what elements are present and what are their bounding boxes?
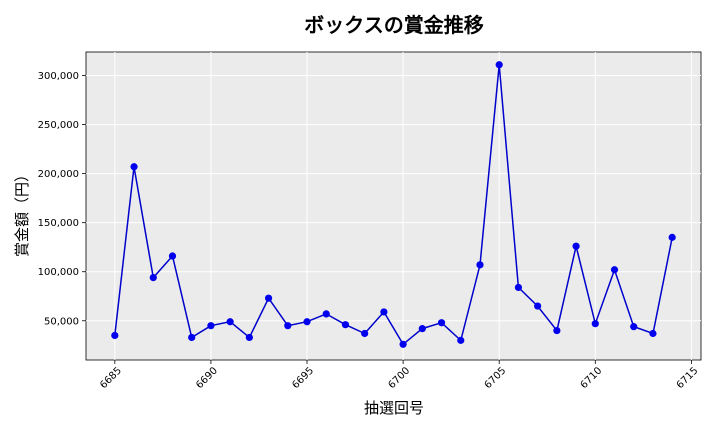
y-tick-label: 250,000 bbox=[38, 120, 79, 131]
data-point bbox=[668, 233, 676, 241]
x-tick-label: 6710 bbox=[579, 365, 605, 391]
data-point bbox=[418, 325, 426, 333]
data-point bbox=[341, 321, 350, 329]
data-point bbox=[264, 294, 273, 302]
x-tick-label: 6700 bbox=[386, 365, 412, 391]
y-tick-label: 150,000 bbox=[38, 218, 79, 229]
y-tick-label: 50,000 bbox=[44, 316, 79, 327]
data-point bbox=[207, 322, 215, 330]
x-axis: 6685 6690 6695 6700 6705 6710 6715 bbox=[98, 360, 701, 391]
data-point bbox=[168, 252, 177, 260]
data-point bbox=[591, 320, 599, 328]
data-point bbox=[361, 329, 369, 338]
x-axis-label: 抽選回号 bbox=[364, 399, 424, 417]
data-point bbox=[572, 242, 580, 250]
y-tick-label: 100,000 bbox=[38, 267, 79, 278]
data-point bbox=[534, 302, 542, 310]
data-point bbox=[303, 318, 311, 326]
data-point bbox=[457, 336, 465, 344]
series-line bbox=[114, 64, 673, 346]
plot-area bbox=[85, 51, 702, 361]
data-point bbox=[149, 274, 157, 282]
data-point bbox=[649, 329, 657, 338]
data-point bbox=[476, 261, 484, 269]
data-point bbox=[322, 310, 330, 318]
y-tick-label: 300,000 bbox=[38, 71, 79, 82]
data-point bbox=[111, 331, 119, 340]
data-point bbox=[380, 308, 388, 316]
y-tick-label: 200,000 bbox=[38, 169, 79, 180]
grid-lines bbox=[86, 52, 701, 360]
data-point bbox=[553, 326, 561, 335]
x-tick-label: 6715 bbox=[675, 365, 701, 391]
x-tick-label: 6705 bbox=[483, 365, 509, 391]
data-point bbox=[630, 323, 638, 331]
y-axis-label: 賞金額（円） bbox=[13, 167, 31, 257]
x-tick-label: 6690 bbox=[194, 365, 220, 391]
y-axis: 50,000 100,000 150,000 200,000 250,000 300,00… bbox=[38, 71, 86, 327]
data-point bbox=[495, 61, 503, 69]
chart-title: ボックスの賞金推移 bbox=[304, 13, 483, 37]
x-tick-label: 6695 bbox=[290, 365, 316, 391]
data-point bbox=[245, 333, 253, 342]
series-layer bbox=[111, 61, 676, 348]
data-point bbox=[130, 163, 138, 171]
data-point bbox=[188, 333, 196, 342]
data-point bbox=[284, 322, 292, 330]
data-point bbox=[437, 319, 446, 327]
data-point bbox=[610, 266, 619, 274]
x-tick-label: 6685 bbox=[98, 365, 124, 391]
data-point bbox=[399, 340, 407, 348]
data-point bbox=[514, 283, 523, 292]
data-point bbox=[226, 318, 234, 326]
